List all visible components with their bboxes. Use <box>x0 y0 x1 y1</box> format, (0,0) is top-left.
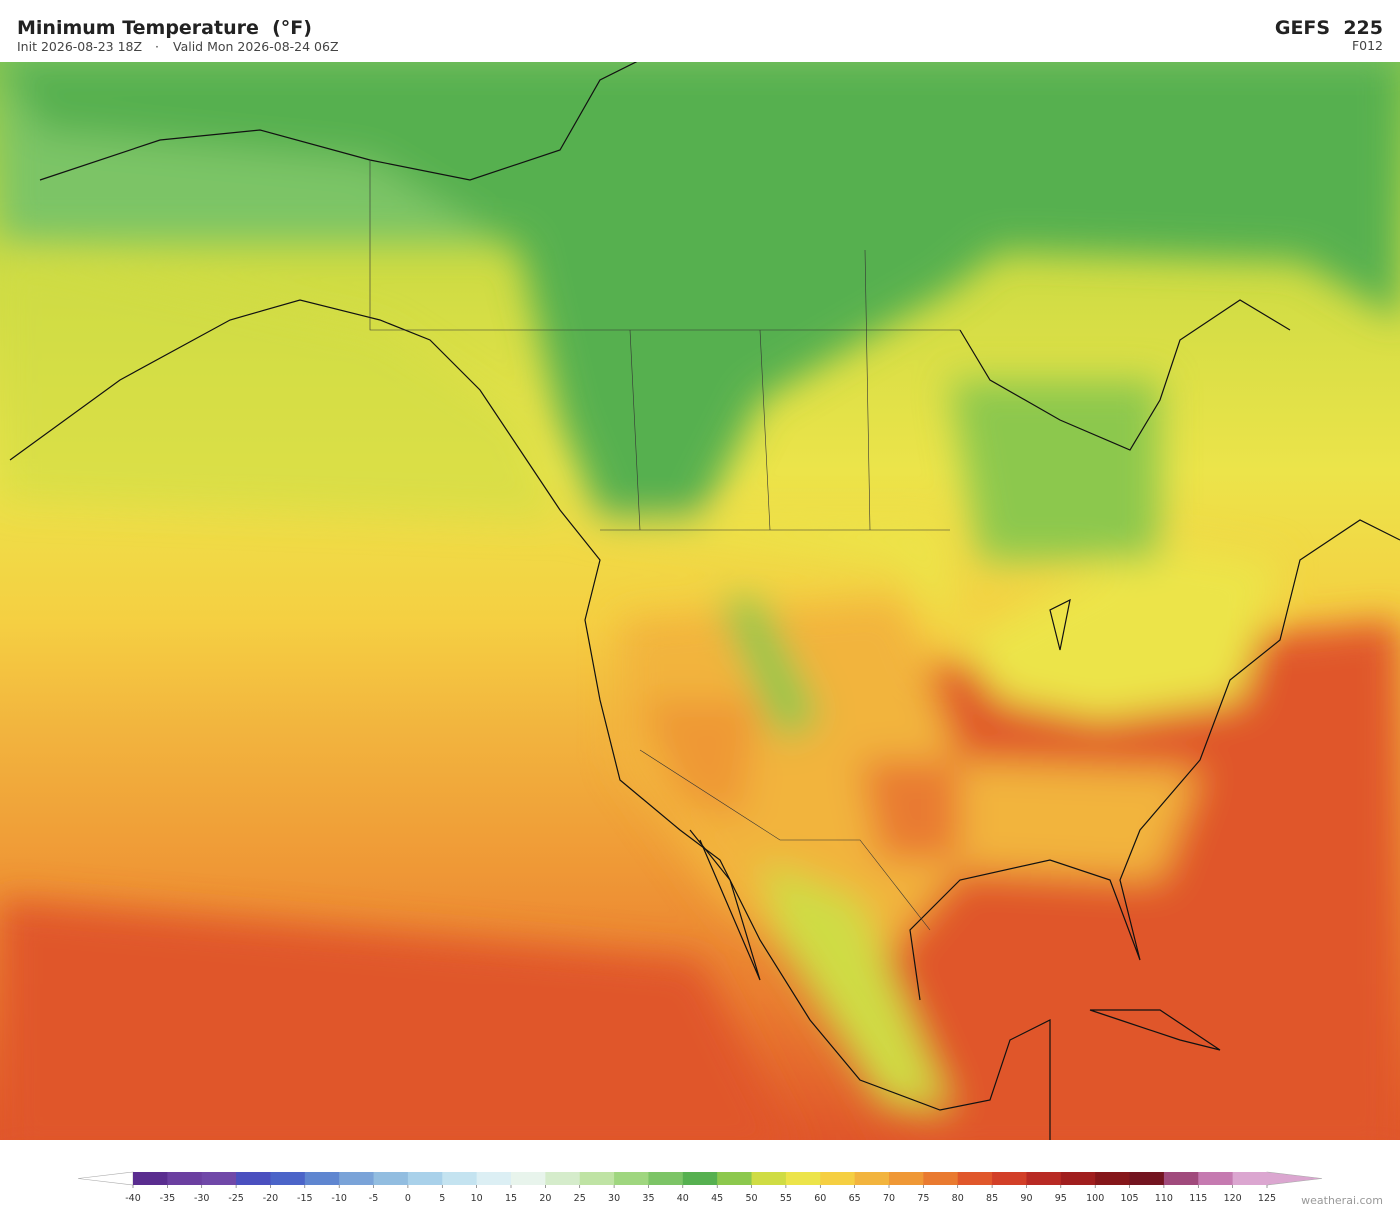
colorbar-swatch <box>992 1172 1027 1185</box>
colorbar-swatch <box>236 1172 271 1185</box>
colorbar-swatch <box>167 1172 203 1185</box>
colorbar-swatch <box>854 1172 890 1185</box>
colorbar-over <box>1266 1171 1323 1186</box>
colorbar-swatch <box>133 1172 168 1185</box>
colorbar-tick-label: 5 <box>439 1193 445 1204</box>
colorbar-swatch <box>579 1172 615 1185</box>
colorbar-tick-label: 55 <box>780 1193 792 1204</box>
colorbar-swatch <box>1060 1172 1096 1185</box>
colorbar-under <box>77 1171 134 1186</box>
init-time: Init 2026-08-23 18Z <box>17 39 142 54</box>
colorbar-swatch <box>1232 1172 1268 1185</box>
colorbar-tick-label: 0 <box>405 1193 411 1204</box>
colorbar-swatch <box>407 1172 443 1185</box>
watermark: weatherai.com <box>1301 1194 1383 1207</box>
separator: · <box>155 39 159 54</box>
colorbar-tick-label: -20 <box>263 1193 279 1204</box>
colorbar-swatch <box>270 1172 306 1185</box>
colorbar-tick-label: 100 <box>1086 1193 1104 1204</box>
colorbar-swatch <box>1129 1172 1165 1185</box>
colorbar-swatch <box>201 1172 237 1185</box>
colorbar-tick-label: 45 <box>711 1193 723 1204</box>
colorbar-swatch <box>648 1172 684 1185</box>
colorbar-swatch <box>820 1172 856 1185</box>
colorbar-swatch <box>476 1172 512 1185</box>
valid-time: Valid Mon 2026-08-24 06Z <box>173 39 339 54</box>
colorbar-swatch <box>785 1172 821 1185</box>
colorbar-tick-label: -40 <box>125 1193 141 1204</box>
forecast-hour: F012 <box>1352 38 1383 53</box>
colorbar-tick-label: -35 <box>160 1193 176 1204</box>
colorbar-swatch <box>717 1172 753 1185</box>
colorbar-tick-label: 10 <box>471 1193 483 1204</box>
colorbar-tick-label: 30 <box>608 1193 620 1204</box>
colorbar-swatch <box>442 1172 478 1185</box>
colorbar-tick-label: 95 <box>1055 1193 1067 1204</box>
colorbar-swatch <box>614 1172 649 1185</box>
colorbar-tick-label: 40 <box>677 1193 689 1204</box>
colorbar-tick-label: 75 <box>917 1193 929 1204</box>
colorbar-swatch <box>545 1172 581 1185</box>
colorbar-tick-label: 80 <box>952 1193 964 1204</box>
colorbar-tick-label: 25 <box>574 1193 586 1204</box>
colorbar-swatch <box>373 1172 409 1185</box>
colorbar-tick-label: -30 <box>194 1193 210 1204</box>
model-name: GEFS 225 <box>1275 17 1383 39</box>
colorbar-tick-label: 120 <box>1224 1193 1242 1204</box>
colorbar-tick-label: 115 <box>1189 1193 1207 1204</box>
colorbar-swatch <box>1163 1172 1199 1185</box>
colorbar-tick-label: 70 <box>883 1193 895 1204</box>
colorbar-tick-label: -25 <box>228 1193 244 1204</box>
map <box>0 62 1400 1140</box>
colorbar-swatch <box>923 1172 959 1185</box>
colorbar: -40 -35 -30 -25 -20 -15 -10 -5 0 5 10 15 20 25 30 35 40 4… <box>77 1171 1323 1204</box>
colorbar-swatch <box>1095 1172 1131 1185</box>
colorbar-tick-label: 90 <box>1020 1193 1032 1204</box>
colorbar-tick-label: 105 <box>1120 1193 1138 1204</box>
colorbar-tick-label: 60 <box>814 1193 826 1204</box>
colorbar-tick-label: -10 <box>331 1193 347 1204</box>
colorbar-tick-label: -15 <box>297 1193 313 1204</box>
colorbar-swatch <box>957 1172 993 1185</box>
colorbar-tick-label: 125 <box>1258 1193 1276 1204</box>
colorbar-tick-label: 35 <box>642 1193 654 1204</box>
colorbar-swatch <box>682 1172 718 1185</box>
colorbar-swatch <box>889 1172 924 1185</box>
colorbar-tick-label: 65 <box>849 1193 861 1204</box>
colorbar-tick-label: 15 <box>505 1193 517 1204</box>
colorbar-swatch <box>1026 1172 1062 1185</box>
colorbar-tick-label: 85 <box>986 1193 998 1204</box>
colorbar-swatch <box>304 1172 340 1185</box>
colorbar-tick-label: 110 <box>1155 1193 1173 1204</box>
title: Minimum Temperature (°F) <box>17 17 312 39</box>
colorbar-swatch <box>339 1172 375 1185</box>
colorbar-swatch <box>1198 1172 1234 1185</box>
colorbar-swatch <box>511 1172 546 1185</box>
colorbar-tick-label: -5 <box>369 1193 378 1204</box>
colorbar-tick-label: 50 <box>745 1193 757 1204</box>
colorbar-swatch <box>751 1172 787 1185</box>
colorbar-tick-label: 20 <box>539 1193 551 1204</box>
